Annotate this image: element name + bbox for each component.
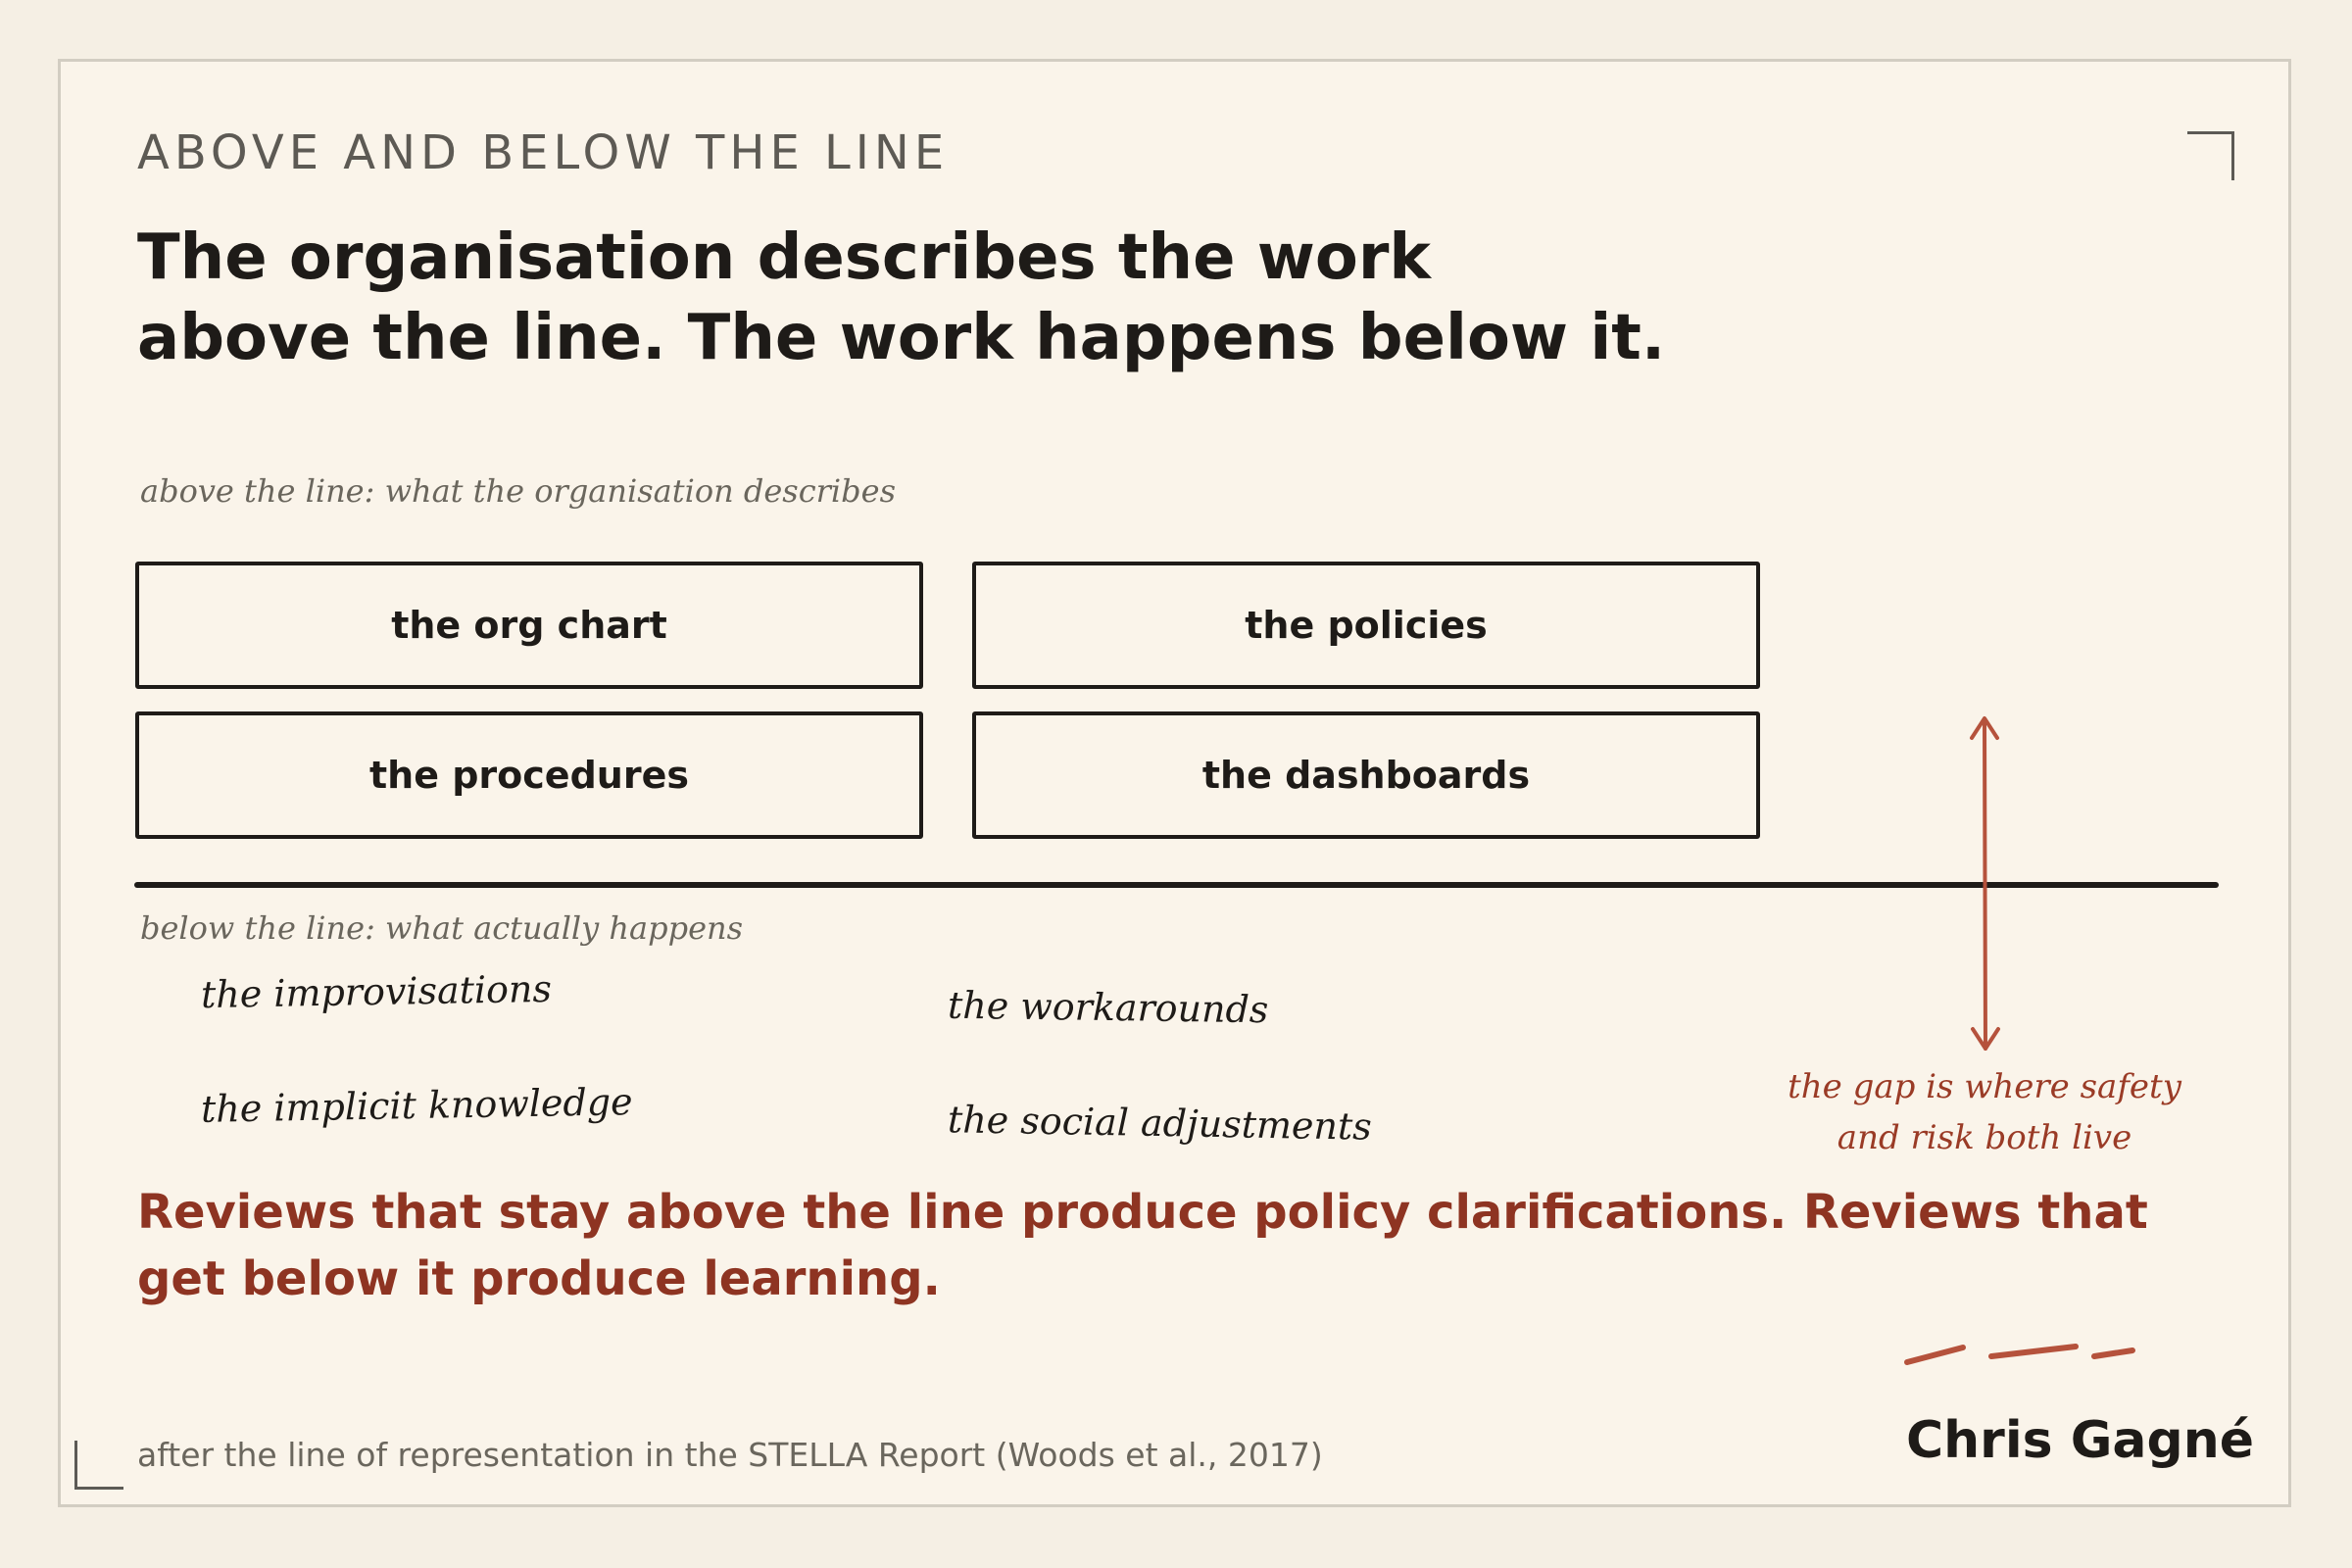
signature-flourish: [1904, 1344, 2135, 1365]
corner-mark-bottom-left: [74, 1441, 123, 1490]
below-the-line-label: below the line: what actually happens: [140, 909, 744, 947]
gap-annotation-line-2: and risk both live: [1837, 1118, 2132, 1157]
headline-line-1: The organisation describes the work: [137, 221, 1431, 294]
below-item-implicit-knowledge: the implicit knowledge: [200, 1080, 633, 1131]
above-the-line-label: above the line: what the organisation de…: [140, 472, 896, 510]
box-dashboards: the dashboards: [972, 711, 1760, 839]
box-policies: the policies: [972, 562, 1760, 689]
line-of-representation: [134, 882, 2219, 888]
gap-double-arrow: [1970, 716, 2000, 1051]
below-item-social-adjustments: the social adjustments: [947, 1098, 1373, 1149]
headline-line-2: above the line. The work happens below i…: [137, 302, 1666, 374]
eyebrow-title: ABOVE AND BELOW THE LINE: [137, 125, 950, 180]
corner-mark-top-right: [2187, 131, 2234, 180]
source-footnote: after the line of representation in the …: [137, 1436, 1323, 1474]
gap-annotation-line-1: the gap is where safety: [1788, 1067, 2181, 1106]
box-org-chart: the org chart: [135, 562, 923, 689]
author-signature: Chris Gagné: [1906, 1411, 2254, 1470]
below-item-workarounds: the workarounds: [947, 983, 1269, 1032]
below-item-improvisations: the improvisations: [200, 966, 553, 1017]
takeaway-statement: Reviews that stay above the line produce…: [137, 1185, 2148, 1306]
headline: The organisation describes the work abov…: [137, 218, 1803, 378]
box-procedures: the procedures: [135, 711, 923, 839]
gap-annotation: the gap is where safety and risk both li…: [1754, 1061, 2215, 1163]
